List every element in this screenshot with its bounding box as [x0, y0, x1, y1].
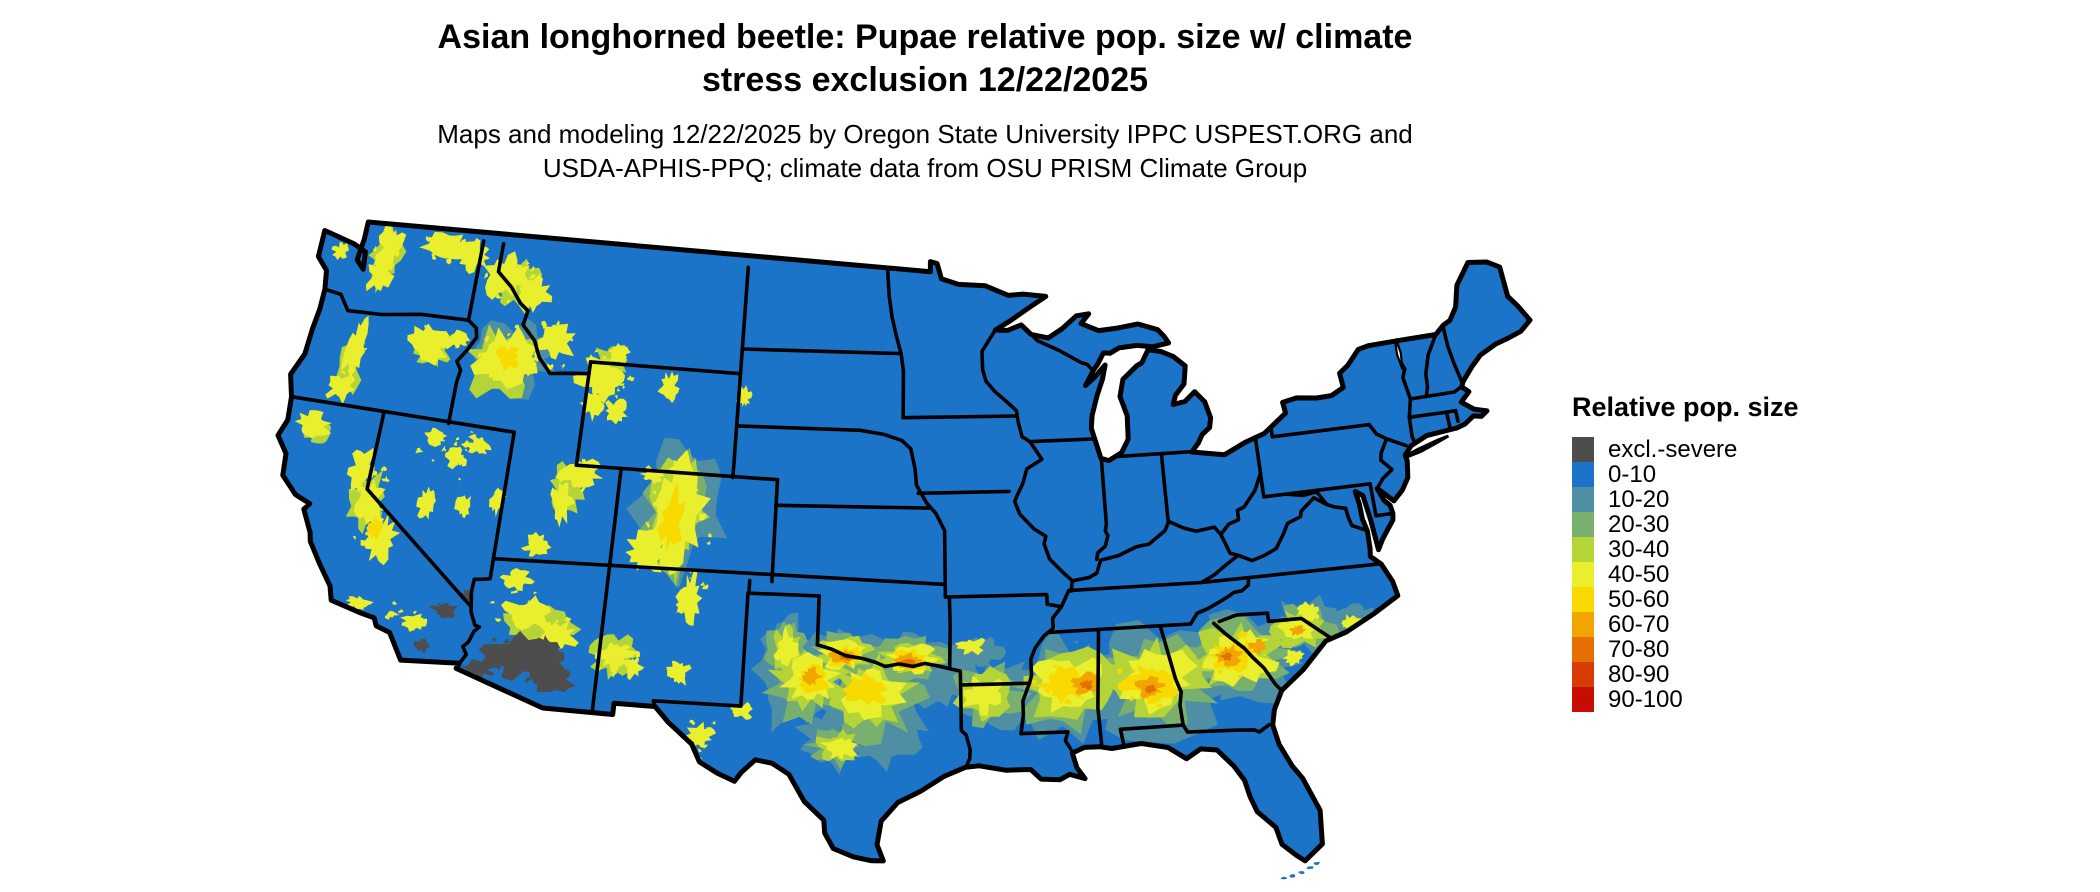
long-island	[1403, 434, 1450, 459]
legend-item: 30-40	[1572, 535, 1799, 563]
legend-label: 40-50	[1608, 560, 1670, 588]
legend-item: 0-10	[1572, 460, 1799, 488]
legend-swatch	[1572, 587, 1594, 612]
lake-champlain	[1394, 337, 1404, 370]
legend-swatch	[1572, 562, 1594, 587]
florida-keys	[1289, 874, 1296, 878]
legend-label: 70-80	[1608, 635, 1670, 663]
legend-item: 20-30	[1572, 510, 1799, 538]
map-title-line2: stress exclusion 12/22/2025	[701, 61, 1149, 99]
florida-keys	[1313, 861, 1320, 866]
legend-swatch	[1572, 462, 1594, 487]
florida-keys	[1280, 876, 1288, 880]
legend-label: 30-40	[1608, 535, 1670, 563]
legend-label: 90-100	[1608, 685, 1683, 713]
legend-swatch	[1572, 512, 1594, 537]
map-subtitle-line2: USDA-APHIS-PPQ; climate data from OSU PR…	[542, 153, 1308, 183]
legend-items: excl.-severe 0-10 10-20 20-30 30-40 40-50 50-6…	[1572, 435, 1799, 713]
legend-title: Relative pop. size	[1572, 392, 1799, 422]
legend-swatch	[1572, 687, 1594, 712]
legend-label: 10-20	[1608, 485, 1670, 513]
legend-item: 10-20	[1572, 485, 1799, 513]
legend-item: 70-80	[1572, 635, 1799, 663]
legend-item: 80-90	[1572, 660, 1799, 688]
legend-swatch	[1572, 612, 1594, 637]
severity-patches	[294, 223, 1375, 775]
map-subtitle-line1: Maps and modeling 12/22/2025 by Oregon S…	[437, 119, 1413, 149]
legend-label: excl.-severe	[1608, 435, 1738, 463]
legend-item: excl.-severe	[1572, 435, 1799, 463]
us-outline	[275, 219, 1533, 864]
legend-label: 50-60	[1608, 585, 1670, 613]
legend-swatch	[1572, 437, 1594, 462]
state-borders	[289, 239, 1464, 769]
legend-label: 20-30	[1608, 510, 1670, 538]
legend-swatch	[1572, 637, 1594, 662]
us-land	[278, 222, 1530, 861]
legend-label: 0-10	[1608, 460, 1657, 488]
legend-item: 60-70	[1572, 610, 1799, 638]
map-title-line1: Asian longhorned beetle: Pupae relative …	[437, 18, 1413, 56]
legend-swatch	[1572, 662, 1594, 687]
legend-swatch	[1572, 537, 1594, 562]
header: Asian longhorned beetle: Pupae relative …	[250, 16, 1600, 185]
legend: Relative pop. size excl.-severe 0-10 10-20…	[1572, 392, 1799, 713]
map-title: Asian longhorned beetle: Pupae relative …	[250, 16, 1600, 102]
legend-label: 60-70	[1608, 610, 1670, 638]
legend-item: 50-60	[1572, 585, 1799, 613]
legend-item: 90-100	[1572, 685, 1799, 713]
florida-keys	[1298, 871, 1305, 875]
florida-keys	[1306, 866, 1314, 870]
legend-swatch	[1572, 487, 1594, 512]
legend-item: 40-50	[1572, 560, 1799, 588]
map-subtitle: Maps and modeling 12/22/2025 by Oregon S…	[250, 117, 1600, 185]
legend-label: 80-90	[1608, 660, 1670, 688]
